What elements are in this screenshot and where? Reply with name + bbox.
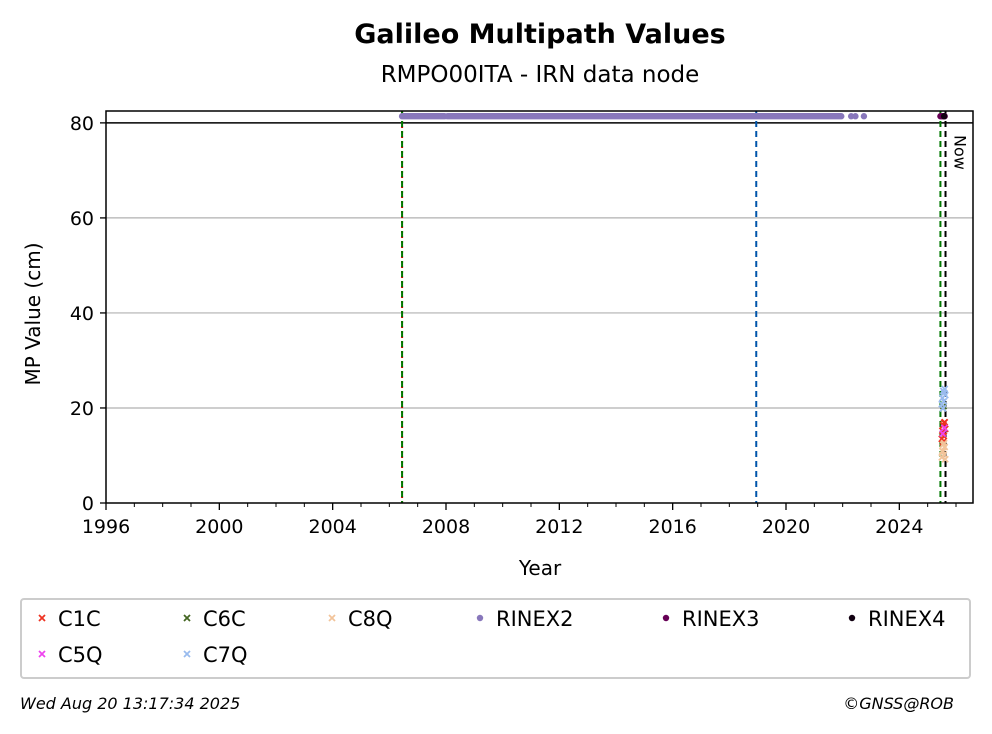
data-point-C7Q	[940, 397, 948, 405]
data-point-stroke	[939, 448, 947, 456]
legend-marker	[848, 614, 856, 622]
legend-marker	[476, 614, 484, 622]
series-C5Q	[939, 424, 949, 438]
y-tick-label: 80	[70, 113, 94, 135]
chart-subtitle: RMPO00ITA - IRN data node	[381, 62, 700, 88]
series-C8Q	[938, 439, 949, 463]
legend-item-RINEX2: RINEX2	[476, 607, 574, 631]
legend-item-C5Q: C5Q	[38, 643, 103, 667]
event-lines	[401, 111, 947, 503]
data-point-stroke	[940, 424, 949, 432]
x-tick-label: 2000	[195, 516, 243, 538]
legend-label: C1C	[58, 607, 101, 631]
x-tick-label: 2016	[648, 516, 696, 538]
data-point-RINEX2	[860, 113, 868, 120]
legend-label: RINEX2	[496, 607, 574, 631]
chart-title: Galileo Multipath Values	[354, 19, 726, 50]
series-C7Q	[938, 385, 949, 413]
legend-item-C1C: C1C	[38, 607, 101, 631]
legend-label: C8Q	[348, 607, 393, 631]
data-point-stroke	[940, 450, 948, 459]
legend-item-C6C: C6C	[183, 607, 246, 631]
legend-marker	[662, 614, 670, 622]
legend-marker-stroke	[38, 650, 46, 658]
legend-item-C8Q: C8Q	[328, 607, 393, 631]
y-tick-label: 60	[70, 208, 94, 230]
now-label: Now	[951, 135, 970, 170]
y-tick-label: 0	[82, 493, 94, 515]
y-axis-label: MP Value (cm)	[21, 242, 45, 385]
series-RINEX4	[940, 113, 948, 120]
legend-label: RINEX3	[682, 607, 760, 631]
data-layer	[398, 113, 949, 463]
data-point-stroke	[939, 429, 947, 438]
y-tick-label: 20	[70, 398, 94, 420]
legend-label: C6C	[203, 607, 246, 631]
axes: 0 20 40 60 80 1996 2000 2004 2008 2012 2016 2020 202…	[70, 113, 957, 538]
data-point-RINEX2	[852, 113, 859, 120]
data-point-stroke	[939, 404, 947, 413]
legend-item-RINEX4: RINEX4	[848, 607, 946, 631]
x-axis-label: Year	[518, 556, 562, 580]
footer-timestamp: Wed Aug 20 13:17:34 2025	[20, 694, 241, 713]
legend-marker-stroke	[183, 614, 191, 622]
legend-marker-stroke	[38, 614, 46, 622]
legend-label: C7Q	[203, 643, 248, 667]
legend-label: RINEX4	[868, 607, 946, 631]
data-point-stroke	[941, 455, 949, 463]
data-point-stroke	[940, 439, 948, 447]
plot-frame	[105, 110, 974, 504]
legend-item-RINEX3: RINEX3	[662, 607, 760, 631]
x-tick-label: 2012	[535, 516, 583, 538]
legend: C1C C6C C8Q RINEX2 RINEX3 RINEX4 C5Q C7Q	[38, 607, 946, 667]
data-point-C5Q	[940, 424, 949, 432]
x-tick-label: 2024	[875, 516, 923, 538]
data-point-C7Q	[939, 404, 947, 413]
legend-marker-stroke	[328, 614, 336, 622]
y-tick-label: 40	[70, 303, 94, 325]
data-point-RINEX4	[940, 113, 948, 120]
data-point-stroke	[940, 397, 948, 405]
legend-label: C5Q	[58, 643, 103, 667]
data-point-stroke	[940, 389, 948, 397]
grid-layer	[106, 122, 973, 409]
x-tick-label: 2008	[422, 516, 470, 538]
data-point-C8Q	[940, 439, 948, 447]
legend-item-C7Q: C7Q	[183, 643, 248, 667]
data-point-C8Q	[939, 448, 947, 456]
x-tick-label: 2020	[762, 516, 810, 538]
data-point-C8Q	[941, 455, 949, 463]
data-point-C7Q	[940, 389, 948, 397]
legend-box	[20, 598, 971, 679]
x-tick-label: 1996	[82, 516, 130, 538]
legend-marker-stroke	[183, 650, 191, 658]
data-point-C5Q	[939, 429, 947, 438]
footer-copyright: ©GNSS@ROB	[843, 694, 954, 713]
series-RINEX2	[398, 113, 868, 120]
x-tick-label: 2004	[308, 516, 356, 538]
